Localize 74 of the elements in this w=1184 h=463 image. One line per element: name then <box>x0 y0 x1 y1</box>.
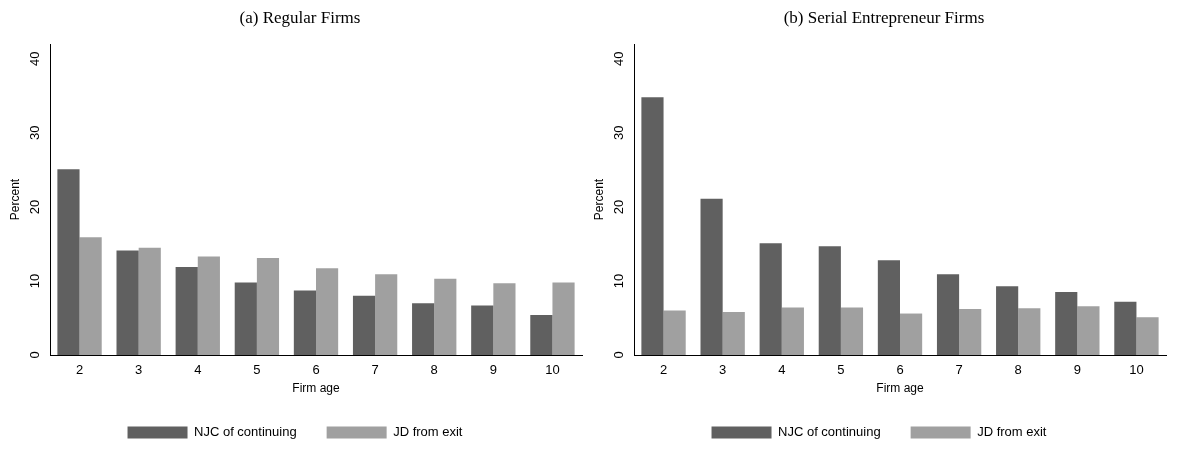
chart-title: (b) Serial Entrepreneur Firms <box>782 8 986 29</box>
y-axis-title: Percent <box>7 178 22 221</box>
legend-label: NJC of continuing <box>778 424 881 440</box>
chart-title: (a) Regular Firms <box>238 8 362 29</box>
bar <box>641 97 664 355</box>
bar <box>877 260 900 355</box>
bar <box>959 309 982 355</box>
bar <box>818 246 841 355</box>
bar <box>759 243 782 355</box>
bar <box>471 305 494 355</box>
legend-label: JD from exit <box>393 424 463 440</box>
y-tick-label: 20 <box>27 199 43 215</box>
bar <box>996 286 1019 355</box>
x-axis-title: Firm age <box>292 381 340 396</box>
x-tick-label: 7 <box>955 362 963 378</box>
x-tick-label: 9 <box>1073 362 1081 378</box>
x-tick-label: 8 <box>430 362 438 378</box>
bar <box>293 290 316 355</box>
bar <box>434 278 457 355</box>
y-tick-label: 0 <box>611 351 627 359</box>
bar <box>493 283 516 355</box>
bar <box>840 307 864 355</box>
bar <box>116 250 139 355</box>
x-tick-label: 10 <box>1129 362 1144 378</box>
legend-label: JD from exit <box>977 424 1047 440</box>
y-tick-label: 20 <box>611 199 627 215</box>
x-tick-label: 5 <box>253 362 261 378</box>
bar <box>1114 301 1137 355</box>
y-tick-label: 10 <box>27 273 43 289</box>
bar <box>530 315 553 355</box>
bar <box>1055 292 1078 355</box>
y-axis-title: Percent <box>591 178 606 221</box>
x-axis-title: Firm age <box>876 381 924 396</box>
x-tick-label: 7 <box>371 362 379 378</box>
x-tick-label: 4 <box>778 362 786 378</box>
bar <box>375 274 398 355</box>
bar <box>197 256 220 355</box>
bar <box>936 274 960 355</box>
bar <box>316 268 339 355</box>
x-tick-label: 10 <box>545 362 560 378</box>
x-tick-label: 3 <box>135 362 143 378</box>
y-tick-label: 40 <box>27 51 43 67</box>
bar <box>57 169 80 355</box>
bar <box>1018 308 1041 355</box>
bar <box>234 282 257 355</box>
bar <box>256 258 280 355</box>
y-tick-label: 30 <box>611 125 627 141</box>
x-tick-label: 3 <box>719 362 727 378</box>
x-tick-label: 6 <box>896 362 904 378</box>
x-tick-label: 2 <box>659 362 668 378</box>
x-tick-label: 2 <box>75 362 84 378</box>
x-tick-label: 4 <box>194 362 202 378</box>
y-tick-label: 40 <box>611 51 627 67</box>
x-tick-label: 8 <box>1014 362 1022 378</box>
y-tick-label: 30 <box>27 125 43 141</box>
bar <box>79 237 102 355</box>
bar <box>1136 317 1159 355</box>
bar <box>175 266 198 355</box>
bar <box>412 303 435 355</box>
bar <box>722 312 745 355</box>
bar <box>552 282 575 355</box>
y-tick-label: 10 <box>611 273 627 289</box>
y-tick-label: 0 <box>27 351 43 359</box>
bar <box>663 310 686 355</box>
x-tick-label: 9 <box>489 362 497 378</box>
bar <box>1077 306 1100 355</box>
x-tick-label: 6 <box>312 362 320 378</box>
x-tick-label: 5 <box>837 362 845 378</box>
legend-label: NJC of continuing <box>194 424 297 440</box>
bar <box>138 247 161 355</box>
bar <box>900 313 923 355</box>
bar <box>700 198 723 355</box>
bar <box>781 307 804 355</box>
bar <box>352 295 376 355</box>
